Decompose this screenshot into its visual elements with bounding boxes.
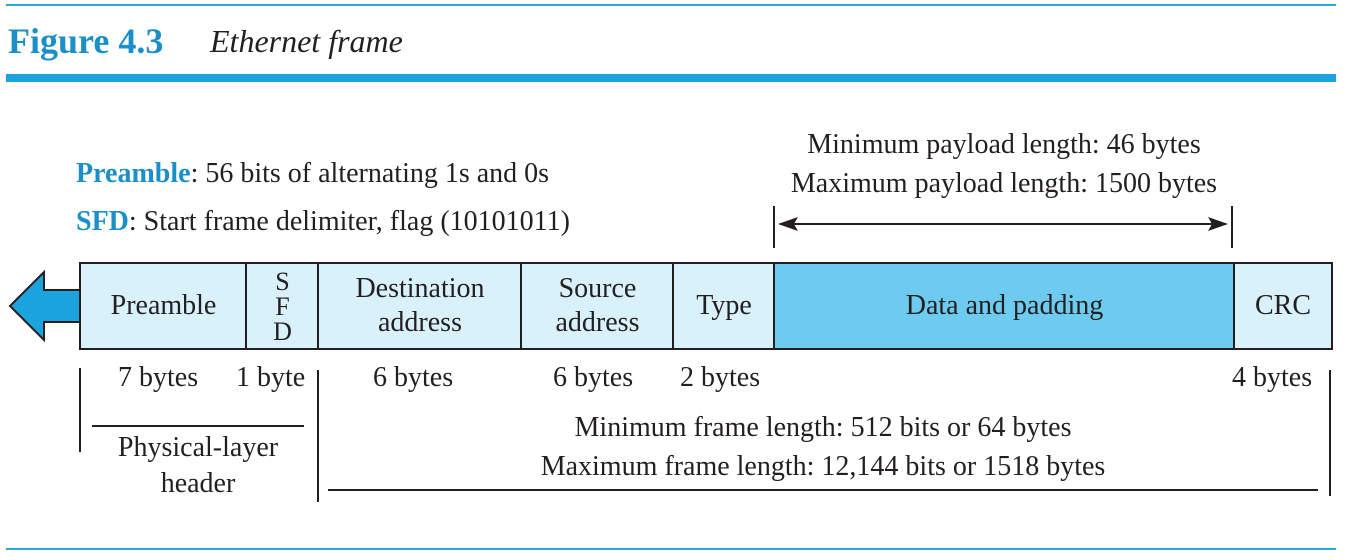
field-source-line1: Source	[558, 273, 637, 304]
preamble-note: Preamble: 56 bits of alternating 1s and …	[76, 158, 549, 190]
frame-right-tick	[1329, 370, 1331, 496]
field-sfd-letter-d: D	[273, 316, 292, 346]
field-type-label: Type	[696, 290, 752, 321]
field-type: Type	[672, 262, 774, 350]
left-arrow-icon	[8, 269, 81, 343]
figure-number: Figure 4.3	[8, 21, 164, 61]
preamble-description: : 56 bits of alternating 1s and 0s	[190, 158, 550, 189]
payload-right-tick	[1231, 206, 1233, 248]
payload-max-label: Maximum payload length: 1500 bytes	[790, 168, 1218, 199]
figure-title: Ethernet frame	[210, 23, 403, 59]
physical-header-label: Physical-layer header	[92, 430, 304, 502]
top-rule	[6, 4, 1336, 6]
size-destination: 6 bytes	[373, 362, 454, 393]
field-sfd: S F D	[245, 262, 318, 350]
field-sfd-letter-f: F	[275, 291, 290, 321]
field-preamble-label: Preamble	[110, 290, 217, 321]
frame-length-rule	[328, 489, 1318, 491]
field-data-label: Data and padding	[905, 290, 1104, 321]
frame-max-label: Maximum frame length: 12,144 bits or 151…	[540, 451, 1106, 482]
sfd-description: : Start frame delimiter, flag (10101011)	[128, 206, 570, 237]
size-sfd: 1 byte	[236, 362, 306, 393]
physical-header-line2: header	[160, 468, 236, 499]
field-sfd-letter-s: S	[275, 266, 290, 296]
header-rule	[6, 74, 1336, 82]
field-source-line2: address	[555, 307, 640, 338]
field-preamble: Preamble	[79, 262, 246, 350]
field-destination-address: Destination address	[317, 262, 521, 350]
physical-header-rule	[92, 425, 304, 427]
payload-double-arrow	[778, 217, 1228, 231]
field-crc-label: CRC	[1254, 290, 1312, 321]
size-source: 6 bytes	[553, 362, 634, 393]
field-destination-line1: Destination	[355, 273, 485, 304]
field-source-address: Source address	[520, 262, 673, 350]
payload-min-label: Minimum payload length: 46 bytes	[807, 129, 1201, 160]
size-crc: 4 bytes	[1232, 362, 1313, 393]
preamble-term: Preamble	[76, 158, 191, 189]
size-type: 2 bytes	[680, 362, 761, 393]
physical-header-left-tick	[79, 368, 81, 452]
field-data-and-padding: Data and padding	[773, 262, 1234, 350]
frame-min-label: Minimum frame length: 512 bits or 64 byt…	[574, 412, 1072, 443]
sfd-note: SFD: Start frame delimiter, flag (101010…	[76, 206, 570, 238]
physical-header-line1: Physical-layer	[117, 432, 279, 463]
sfd-term: SFD	[76, 206, 129, 237]
field-crc: CRC	[1233, 262, 1333, 350]
frame-left-tick	[317, 370, 319, 502]
bottom-rule	[6, 548, 1336, 550]
payload-left-tick	[773, 206, 775, 248]
size-preamble: 7 bytes	[118, 362, 199, 393]
field-destination-line2: address	[378, 307, 462, 338]
